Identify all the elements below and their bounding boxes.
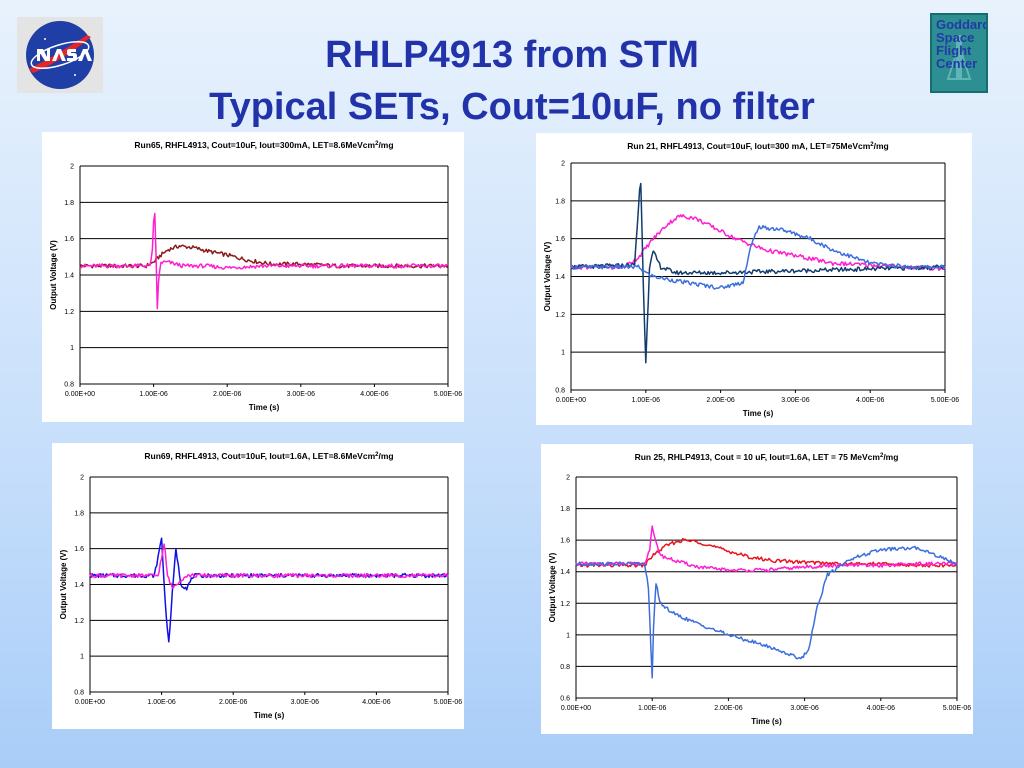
y-tick-label: 1 <box>561 350 565 357</box>
y-tick-label: 1.6 <box>560 538 570 545</box>
y-tick-label: 0.6 <box>560 696 570 703</box>
y-tick-label: 0.8 <box>560 664 570 671</box>
y-tick-label: 1.8 <box>64 200 74 207</box>
y-axis-label: Output Voltage (V) <box>49 240 58 310</box>
x-axis-label: Time (s) <box>751 717 782 726</box>
gsfc-logo-line: Flight <box>936 43 972 58</box>
y-axis-label: Output Voltage (V) <box>543 241 552 311</box>
x-tick-label: 3.00E-06 <box>291 699 320 706</box>
x-tick-label: 2.00E-06 <box>706 397 735 404</box>
x-tick-label: 1.00E-06 <box>147 699 176 706</box>
series-line <box>570 224 946 290</box>
y-tick-label: 0.8 <box>555 388 565 395</box>
y-tick-label: 0.8 <box>74 690 84 697</box>
chart-title: Run69, RHFL4913, Cout=10uF, Iout=1.6A, L… <box>144 451 393 461</box>
chart-svg: 2 1.8 1.6 1.4 1.2 1 0.8 0.6 0.00E+00 1.00E-06 2.00… <box>541 444 973 734</box>
chart-background <box>42 132 464 422</box>
y-tick-label: 2 <box>70 164 74 171</box>
y-axis-label: Output Voltage (V) <box>59 549 68 619</box>
chart-background <box>52 443 464 729</box>
y-tick-label: 2 <box>80 475 84 482</box>
x-tick-label: 0.00E+00 <box>561 705 591 712</box>
x-tick-label: 4.00E-06 <box>856 397 885 404</box>
series-line <box>570 214 946 271</box>
x-axis-label: Time (s) <box>743 409 774 418</box>
series-line <box>79 244 449 269</box>
slide-title-line-1: RHLP4913 from STM <box>325 34 699 76</box>
chart-svg: 2 1.8 1.6 1.4 1.2 1 0.8 0.00E+00 1.00E-06 2.00E-0… <box>42 132 464 422</box>
series-line <box>575 545 958 679</box>
chart-run25: 2 1.8 1.6 1.4 1.2 1 0.8 0.6 0.00E+00 1.00E-06 2.00… <box>541 444 973 734</box>
series-line <box>89 543 449 589</box>
y-tick-label: 1.6 <box>555 236 565 243</box>
chart-run65: 2 1.8 1.6 1.4 1.2 1 0.8 0.00E+00 1.00E-06 2.00E-0… <box>42 132 464 422</box>
y-tick-label: 1 <box>566 632 570 639</box>
slide-title-line-2: Typical SETs, Cout=10uF, no filter <box>209 86 815 128</box>
y-axis-label: Output Voltage (V) <box>548 552 557 622</box>
y-tick-label: 1.8 <box>74 510 84 517</box>
x-tick-label: 4.00E-06 <box>867 705 896 712</box>
x-tick-label: 4.00E-06 <box>362 699 391 706</box>
chart-svg: 2 1.8 1.6 1.4 1.2 1 0.8 0.00E+00 1.00E-06 2.00E-0… <box>536 133 972 425</box>
nasa-meatball-icon <box>26 21 94 89</box>
x-tick-label: 5.00E-06 <box>931 397 960 404</box>
y-tick-label: 1.6 <box>74 546 84 553</box>
y-tick-label: 1.2 <box>555 312 565 319</box>
y-tick-label: 1.2 <box>74 618 84 625</box>
chart-background <box>536 133 972 425</box>
y-tick-label: 1.6 <box>64 236 74 243</box>
x-tick-label: 2.00E-06 <box>714 705 743 712</box>
y-tick-label: 1.2 <box>64 309 74 316</box>
x-tick-label: 3.00E-06 <box>781 397 810 404</box>
y-tick-label: 1.4 <box>74 582 84 589</box>
x-tick-label: 0.00E+00 <box>75 699 105 706</box>
chart-title: Run65, RHFL4913, Cout=10uF, Iout=300mA, … <box>134 140 393 150</box>
y-tick-label: 1.4 <box>555 274 565 281</box>
y-tick-label: 1 <box>70 345 74 352</box>
gsfc-logo-line: Center <box>936 56 978 71</box>
y-tick-label: 1.8 <box>555 198 565 205</box>
y-tick-label: 0.8 <box>64 382 74 389</box>
chart-run69: 2 1.8 1.6 1.4 1.2 1 0.8 0.00E+00 1.00E-06 2.00E-0… <box>52 443 464 729</box>
nasa-logo <box>17 17 103 93</box>
y-tick-label: 2 <box>566 475 570 482</box>
y-tick-label: 1.4 <box>64 273 74 280</box>
series-line <box>575 525 958 573</box>
gsfc-emblem-icon <box>946 35 972 80</box>
x-tick-label: 0.00E+00 <box>556 397 586 404</box>
chart-svg: 2 1.8 1.6 1.4 1.2 1 0.8 0.00E+00 1.00E-06 2.00E-0… <box>52 443 464 729</box>
x-tick-label: 1.00E-06 <box>638 705 667 712</box>
x-tick-label: 1.00E-06 <box>139 391 168 398</box>
chart-run21: 2 1.8 1.6 1.4 1.2 1 0.8 0.00E+00 1.00E-06 2.00E-0… <box>536 133 972 425</box>
x-tick-label: 4.00E-06 <box>360 391 389 398</box>
y-tick-label: 2 <box>561 161 565 168</box>
x-tick-label: 3.00E-06 <box>790 705 819 712</box>
x-axis-label: Time (s) <box>254 711 285 720</box>
x-tick-label: 3.00E-06 <box>287 391 316 398</box>
x-axis-label: Time (s) <box>249 403 280 412</box>
chart-background <box>541 444 973 734</box>
y-tick-label: 1.2 <box>560 601 570 608</box>
series-line <box>570 182 946 364</box>
x-tick-label: 5.00E-06 <box>434 699 463 706</box>
x-tick-label: 0.00E+00 <box>65 391 95 398</box>
chart-title: Run 25, RHLP4913, Cout = 10 uF, Iout=1.6… <box>635 452 899 462</box>
gsfc-logo: Goddard Space Flight Center <box>930 13 988 93</box>
x-tick-label: 5.00E-06 <box>943 705 972 712</box>
gsfc-logo-line: Space <box>936 30 975 45</box>
y-tick-label: 1.8 <box>560 506 570 513</box>
x-tick-label: 2.00E-06 <box>219 699 248 706</box>
x-tick-label: 2.00E-06 <box>213 391 242 398</box>
x-tick-label: 1.00E-06 <box>632 397 661 404</box>
gsfc-logo-line: Goddard <box>936 17 988 32</box>
series-line <box>79 212 449 310</box>
y-tick-label: 1 <box>80 654 84 661</box>
chart-title: Run 21, RHFL4913, Cout=10uF, Iout=300 mA… <box>627 141 889 151</box>
x-tick-label: 5.00E-06 <box>434 391 463 398</box>
y-tick-label: 1.4 <box>560 569 570 576</box>
